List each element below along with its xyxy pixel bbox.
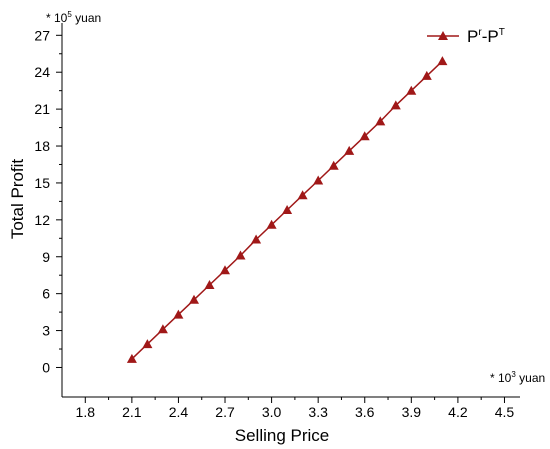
data-point [235,250,246,260]
x-tick-label: 3.9 [402,404,422,420]
ticks: 1.8 2.1 2.4 2.7 3.0 3.3 3.6 3.9 4.2 4.5 0 3 6 9 12 15 18… [34,27,514,420]
y-tick-label: 0 [42,359,50,375]
data-point [437,56,448,66]
data-point [266,219,277,229]
data-point [344,145,355,155]
y-tick-label: 3 [42,323,50,339]
x-tick-label: 3.6 [355,404,375,420]
data-point [173,309,184,319]
data-point [406,85,417,95]
x-tick-label: 2.4 [169,404,189,420]
data-point [375,116,386,126]
data-point [142,339,153,349]
x-axis-title: Selling Price [235,426,330,445]
data-point [189,294,199,304]
data-point [157,324,168,334]
y-tick-label: 21 [34,101,50,117]
y-tick-label: 9 [42,249,50,265]
x-tick-label: 1.8 [76,404,96,420]
axes [61,23,520,398]
x-tick-label: 2.1 [122,404,142,420]
data-point [421,70,432,80]
y-tick-label: 15 [34,175,50,191]
x-tick-label: 4.2 [448,404,468,420]
data-point [282,205,293,214]
series [126,56,448,363]
x-unit-label: * 103 yuan [490,370,545,385]
data-point [220,265,230,275]
data-point [297,190,308,200]
data-point [126,353,137,363]
y-tick-label: 18 [34,138,50,154]
y-axis-title: Total Profit [8,159,27,240]
y-tick-label: 27 [34,27,50,43]
y-tick-label: 12 [34,212,50,228]
data-point [390,100,401,110]
y-tick-label: 24 [34,64,50,80]
legend-label: Pr-PT [467,27,505,46]
data-point [328,160,339,170]
data-point [313,175,324,185]
x-tick-label: 3.3 [308,404,328,420]
x-tick-label: 2.7 [215,404,235,420]
data-point [251,234,262,244]
data-point [359,131,370,141]
legend-marker [438,31,448,40]
x-tick-label: 4.5 [495,404,515,420]
data-point [204,280,215,289]
legend: Pr-PT [427,27,505,46]
x-tick-label: 3.0 [262,404,282,420]
y-unit-label: * 105 yuan [46,10,101,25]
y-tick-label: 6 [42,286,50,302]
